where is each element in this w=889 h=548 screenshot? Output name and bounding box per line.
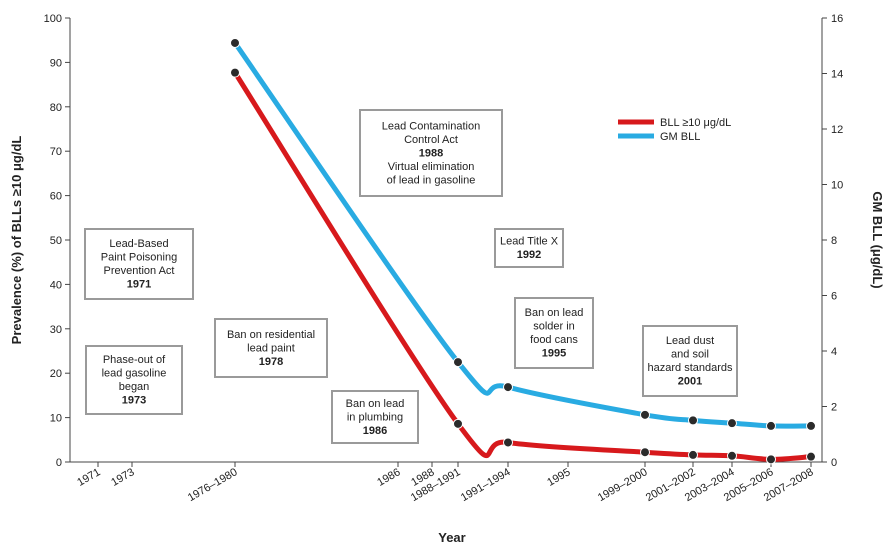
y-right-tick-label: 14: [831, 69, 843, 81]
bll-data-point: [230, 67, 240, 78]
annotation-text: of lead in gasoline: [387, 174, 476, 186]
annotation-box: [642, 325, 738, 397]
annotation-text: Prevention Act: [104, 265, 175, 277]
gm-bll-data-point: [806, 420, 816, 431]
annotation-text: Ban on lead: [346, 398, 405, 410]
annotation-text: Lead Title X: [500, 236, 559, 248]
y-left-tick-label: 70: [50, 146, 62, 158]
annotation-year: 1992: [517, 249, 541, 261]
y-left-tick-label: 80: [50, 102, 62, 114]
annotation-text: and soil: [671, 349, 709, 361]
y-left-tick-label: 60: [50, 191, 62, 203]
annotation-box: [214, 318, 328, 378]
y-right-tick-label: 0: [831, 457, 837, 469]
gm-bll-data-point: [503, 382, 513, 393]
y-left-tick-label: 50: [50, 235, 62, 247]
annotation-year: 1995: [542, 348, 566, 360]
annotation-text: began: [119, 381, 150, 393]
y-left-tick-label: 10: [50, 413, 62, 425]
x-tick-label: 1991–1994: [459, 466, 513, 504]
annotation-box: [494, 228, 564, 268]
annotation-text: Virtual elimination: [388, 161, 475, 173]
annotation-box: [331, 390, 419, 444]
annotation-text: Ban on lead: [525, 307, 584, 319]
bll-data-point: [766, 454, 776, 465]
legend-label: BLL ≥10 μg/dL: [660, 117, 731, 129]
y-left-tick-label: 90: [50, 57, 62, 69]
annotation-text: food cans: [530, 334, 578, 346]
annotation-text: hazard standards: [648, 362, 733, 374]
x-axis-title: Year: [438, 530, 465, 545]
annotation-year: 1973: [122, 395, 146, 407]
y-left-tick-label: 100: [44, 13, 62, 25]
annotation-box: [514, 297, 594, 369]
annotation-year: 1986: [363, 425, 387, 437]
annotation-box: [85, 345, 183, 415]
x-tick-label: 1986: [375, 466, 402, 489]
x-tick-label: 1973: [109, 466, 136, 489]
annotation-text: solder in: [533, 321, 575, 333]
annotation-text: Lead dust: [666, 335, 714, 347]
gm-bll-data-point: [453, 357, 463, 368]
y-right-tick-label: 6: [831, 291, 837, 303]
bll-data-point: [640, 447, 650, 458]
annotation-text: lead paint: [247, 342, 295, 354]
y-left-tick-label: 30: [50, 324, 62, 336]
annotation-text: lead gasoline: [102, 368, 167, 380]
bll-series-line: [232, 70, 814, 462]
annotation-box: [359, 109, 503, 197]
y-right-tick-label: 4: [831, 346, 837, 358]
gm-bll-data-point: [230, 37, 240, 48]
bll-data-point: [453, 418, 463, 429]
legend-label: GM BLL: [660, 131, 700, 143]
annotation-year: 1978: [259, 356, 283, 368]
annotation-text: Lead Contamination: [382, 120, 480, 132]
annotation-text: Phase-out of: [103, 354, 166, 366]
gm-bll-data-point: [727, 418, 737, 429]
y-right-axis-title: GM BLL (μg/dL): [870, 191, 885, 288]
y-right-tick-label: 10: [831, 180, 843, 192]
x-tick-label: 1999–2000: [596, 466, 650, 504]
gm-bll-data-point: [640, 409, 650, 420]
legend: BLL ≥10 μg/dL GM BLL: [618, 117, 731, 143]
x-tick-label: 1976–1980: [186, 466, 240, 504]
annotation-text: Paint Poisoning: [101, 252, 177, 264]
annotation-year: 2001: [678, 376, 702, 388]
bll-data-point: [503, 437, 513, 448]
gm-bll-series-line: [232, 40, 814, 429]
annotation-year: 1988: [419, 147, 443, 159]
annotation-text: Lead-Based: [109, 238, 168, 250]
y-right-tick-label: 12: [831, 124, 843, 136]
x-tick-label: 1971: [75, 466, 102, 489]
annotation-text: Control Act: [404, 134, 458, 146]
y-left-tick-label: 0: [56, 457, 62, 469]
y-left-axis-title: Prevalence (%) of BLLs ≥10 μg/dL: [9, 136, 24, 345]
annotation-box: [84, 228, 194, 300]
annotation-text: Ban on residential: [227, 329, 315, 341]
bll-data-point: [688, 449, 698, 460]
y-right-tick-label: 8: [831, 235, 837, 247]
series-lines: [230, 37, 816, 465]
y-left-tick-label: 20: [50, 368, 62, 380]
annotation-year: 1971: [127, 279, 151, 291]
y-right-tick-label: 2: [831, 402, 837, 414]
y-right-tick-label: 16: [831, 13, 843, 25]
bll-data-point: [806, 451, 816, 462]
bll-data-point: [727, 450, 737, 461]
gm-bll-data-point: [688, 415, 698, 426]
gm-bll-data-point: [766, 420, 776, 431]
annotation-text: in plumbing: [347, 411, 403, 423]
x-tick-label: 1995: [545, 466, 572, 489]
y-left-tick-label: 40: [50, 279, 62, 291]
